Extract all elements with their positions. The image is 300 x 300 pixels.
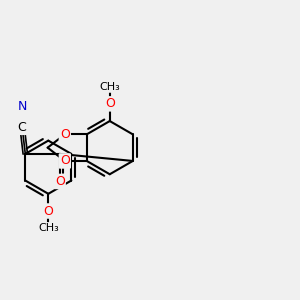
Text: O: O [60, 128, 70, 141]
Text: N: N [17, 100, 27, 113]
Text: O: O [60, 154, 70, 167]
Text: O: O [105, 98, 115, 110]
Text: C: C [17, 121, 26, 134]
Text: O: O [55, 175, 64, 188]
Text: O: O [44, 205, 53, 218]
Text: CH₃: CH₃ [99, 82, 120, 92]
Text: CH₃: CH₃ [38, 223, 59, 233]
